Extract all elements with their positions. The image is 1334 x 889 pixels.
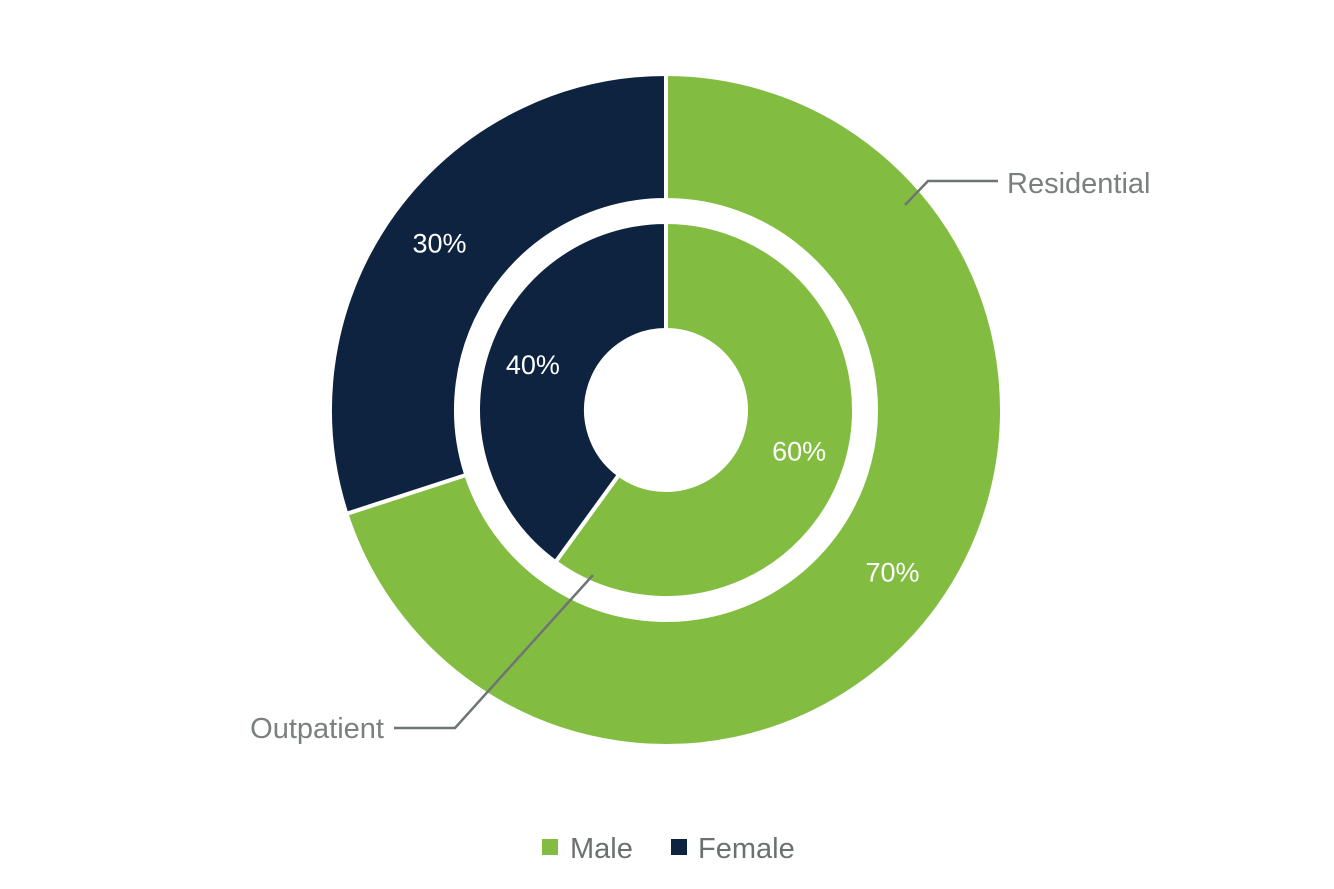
outer-label-male: 70%: [866, 558, 920, 588]
inner-label-male: 60%: [772, 436, 826, 466]
inner-label-female: 40%: [506, 350, 560, 380]
legend-label-female: Female: [698, 833, 795, 865]
outer-slice-male: [344, 72, 1004, 748]
inner-slice-male: [553, 220, 856, 600]
outer-label-female: 30%: [412, 229, 466, 259]
outpatient-leader-line: [394, 574, 594, 730]
outpatient-label: Outpatient: [250, 713, 384, 745]
legend-label-male: Male: [570, 833, 633, 865]
slice-labels: 70% 30% 60% 40%: [412, 229, 919, 588]
legend-swatch-female: [671, 839, 687, 855]
residential-leader-line: [904, 179, 998, 206]
legend: Male Female: [542, 833, 795, 865]
outpatient-callout: Outpatient: [250, 574, 594, 745]
residential-label: Residential: [1007, 168, 1150, 200]
outer-ring-residential: [328, 72, 1004, 748]
outer-slice-female: [328, 72, 668, 516]
inner-slice-female: [476, 220, 668, 565]
inner-ring-outpatient: [476, 220, 856, 600]
residential-callout: Residential: [904, 168, 1150, 206]
legend-swatch-male: [542, 839, 558, 855]
